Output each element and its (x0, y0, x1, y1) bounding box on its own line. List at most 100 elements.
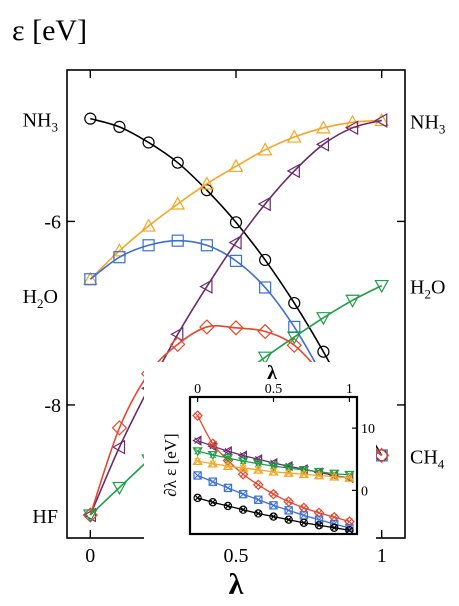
inset-series-4-point (345, 523, 354, 532)
inset-series-3-point (237, 462, 249, 472)
molecule-tail: O (431, 277, 445, 299)
inset-series-2-cross (270, 462, 277, 470)
inset-series-5-point-ring (314, 521, 324, 530)
series-0-point (288, 296, 301, 310)
inset-series-2-point (313, 467, 325, 478)
inset-series-3-cross (285, 469, 293, 477)
inset-series-3-cross (239, 464, 247, 472)
series-0-point (113, 120, 126, 133)
inset-series-1-cross (300, 504, 308, 512)
inset-series-1-cross (315, 509, 323, 517)
series-4-point (111, 420, 128, 436)
series-3-point (315, 136, 330, 152)
series-1-point (286, 129, 302, 143)
inset-series-5-point (330, 523, 339, 532)
series-1-point (112, 243, 127, 257)
series-2-point (259, 281, 272, 294)
left-molecule-label: NH3 (23, 110, 58, 135)
inset-series-0-cross (209, 442, 217, 450)
series-2-point (84, 273, 97, 286)
inset-series-2-cross (194, 447, 201, 455)
inset-series-5-point-cross (255, 510, 262, 517)
series-1-point (170, 196, 186, 210)
inset-series-5-point-cross (224, 502, 231, 509)
inset-series-3-point (329, 471, 340, 481)
molecule-base: HF (32, 506, 58, 528)
inset-series-5-point-ring (193, 493, 202, 503)
inset-series-4-point (223, 483, 233, 493)
inset-series-4-cross (194, 472, 201, 479)
inset-series-5-point-ring (345, 526, 354, 535)
inset-series-0-point (252, 454, 263, 465)
series-2-point (113, 251, 126, 264)
inset-series-4-cross (254, 496, 262, 504)
series-5-point (257, 351, 273, 365)
inset-series-2-point (268, 462, 279, 472)
series-3-point (257, 196, 271, 212)
molecule-tail: O (44, 286, 58, 308)
inset-series-3-point (192, 455, 203, 466)
inset-series-0-point (192, 435, 202, 446)
series-line-1 (89, 119, 382, 280)
inset-series-2-point (253, 459, 264, 470)
inset-series-4-point (314, 515, 324, 524)
inset-series-5-point-ring (299, 518, 309, 527)
inset-series-1-cross (194, 412, 201, 420)
series-2-point (142, 239, 155, 252)
inset-series-5-point (269, 512, 278, 521)
series-5-point (82, 509, 98, 523)
inset-series-5-point-ring (284, 515, 293, 524)
inset-series-0-cross (224, 447, 232, 455)
inset-series-4-cross (285, 506, 293, 514)
inset-series-5-point-ring (330, 523, 339, 532)
x-axis-label: λ (229, 568, 244, 601)
inset-y-axis-label: ∂λ ε [eV] (161, 433, 180, 496)
inset-series-3-cross (270, 468, 277, 476)
inset-frame (188, 395, 359, 536)
inset-series-1-point (252, 479, 264, 491)
inset-series-1-cross (239, 470, 247, 478)
molecule-base: NH (23, 110, 52, 132)
inset-series-5-point (193, 493, 202, 503)
series-5-point (286, 331, 302, 345)
inset-series-5-point (208, 498, 217, 507)
inset-series-3-cross (300, 470, 308, 478)
inset-series-5-point-cross (300, 519, 307, 526)
inset-series-5-point-cross (331, 524, 338, 531)
inset-series-2-point (192, 447, 203, 457)
inset-series-5-point-cross (240, 506, 247, 513)
inset-y-tick-label: 0 (361, 484, 368, 499)
series-1-point (199, 176, 215, 190)
series-0-point (229, 216, 243, 229)
inset-series-1-cross (209, 440, 217, 448)
series-2-point (171, 234, 184, 247)
inset-series-1-cross (330, 513, 338, 521)
series-0-point (84, 112, 97, 125)
inset-series-1-point (313, 507, 325, 519)
inset-series-0-point (222, 446, 232, 457)
series-4-point (286, 337, 302, 354)
inset-series-3-point (298, 468, 310, 479)
series-3-point (286, 163, 300, 179)
series-line-3 (89, 119, 382, 516)
series-4-point (257, 323, 273, 340)
inset-series-5-point (223, 501, 233, 511)
series-1-point (228, 158, 244, 173)
inset-x-tick-label: 1 (346, 382, 353, 397)
series-2-point (375, 449, 388, 462)
series-3-point (344, 120, 359, 136)
inset-series-3-cross (194, 457, 201, 465)
series-5-point (112, 481, 127, 496)
molecule-subscript: 3 (52, 120, 59, 135)
inset-series-3-point (344, 472, 355, 482)
inset-series-3-point (283, 467, 294, 477)
series-4-point (170, 336, 186, 353)
inset-series-2-point (207, 451, 218, 461)
x-tick-label: 0.5 (224, 545, 249, 567)
inset-series-1-point (328, 511, 340, 523)
molecule-subscript: 4 (438, 456, 445, 471)
inset-series-2-point (298, 465, 310, 476)
series-3-point (199, 279, 213, 294)
molecule-base: NH (410, 111, 439, 133)
inset-series-1-point (283, 496, 295, 507)
